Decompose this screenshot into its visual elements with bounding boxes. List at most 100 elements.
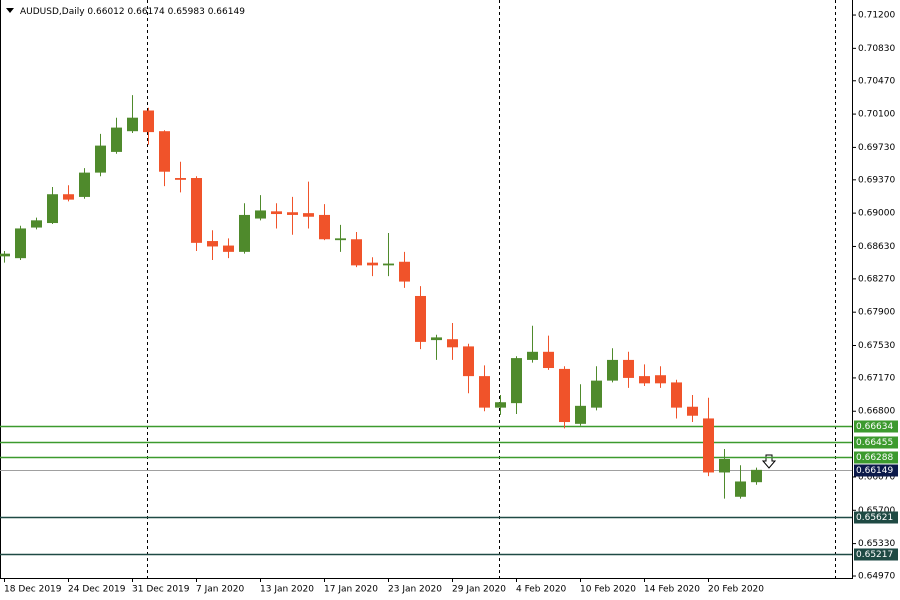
candle-body: [383, 263, 394, 266]
candle-body: [575, 405, 586, 424]
candle-body: [271, 211, 282, 215]
level-label: 0.66634: [856, 422, 893, 432]
price-label: 0.66149: [856, 466, 893, 476]
y-tick-label: 0.66070: [858, 472, 895, 482]
candle-body: [719, 458, 730, 473]
candle-body: [191, 178, 202, 243]
y-tick-label: 0.70100: [858, 110, 895, 120]
candle-body: [95, 145, 106, 173]
y-tick-label: 0.69370: [858, 175, 895, 185]
x-tick-label: 4 Feb 2020: [516, 585, 567, 595]
level-label: 0.66455: [856, 438, 893, 448]
candle-body: [639, 376, 650, 384]
level-label-box: [854, 436, 898, 449]
candle-body: [15, 228, 26, 259]
y-tick-label: 0.67900: [858, 308, 895, 318]
candle-body: [655, 375, 666, 384]
candle-body: [351, 239, 362, 266]
candle-body: [687, 406, 698, 416]
candle-body: [671, 382, 682, 408]
candle-body: [255, 210, 266, 219]
candle-body: [623, 359, 634, 378]
level-label-box: [854, 548, 898, 561]
y-tick-label: 0.68630: [858, 242, 895, 252]
x-tick-label: 20 Feb 2020: [708, 585, 764, 595]
header-close: 0.66149: [208, 7, 245, 17]
level-label: 0.65217: [856, 550, 893, 560]
y-tick-label: 0.71200: [858, 11, 895, 21]
y-tick-label: 0.70830: [858, 44, 895, 54]
candle-body: [735, 481, 746, 497]
candle-body: [0, 253, 10, 257]
candle-body: [495, 402, 506, 408]
y-tick-label: 0.66800: [858, 407, 895, 417]
candle-body: [175, 178, 186, 180]
candle-body: [239, 214, 250, 252]
candle-body: [447, 339, 458, 348]
y-tick-label: 0.67170: [858, 373, 895, 383]
header-arrow: [6, 8, 14, 13]
x-tick-label: 18 Dec 2019: [4, 585, 62, 595]
x-tick-label: 23 Jan 2020: [388, 585, 442, 595]
y-tick-label: 0.68270: [858, 274, 895, 284]
candle-body: [415, 295, 426, 342]
plot-frame: [0, 0, 853, 579]
price-label-box: [854, 464, 898, 477]
candle-body: [527, 351, 538, 360]
candle-body: [703, 418, 714, 473]
y-tick-label: 0.65700: [858, 506, 895, 516]
level-label-box: [854, 420, 898, 433]
candle-body: [63, 194, 74, 200]
x-tick-label: 17 Jan 2020: [324, 585, 378, 595]
level-label-box: [854, 451, 898, 464]
candle-body: [303, 213, 314, 217]
candle-body: [399, 261, 410, 282]
candle-body: [79, 172, 90, 197]
candle-body: [319, 214, 330, 240]
x-tick-label: 10 Feb 2020: [580, 585, 636, 595]
candle-body: [111, 127, 122, 152]
header-high: 0.66174: [128, 7, 165, 17]
candle-body: [159, 131, 170, 172]
x-tick-label: 13 Jan 2020: [260, 585, 314, 595]
candle-body: [591, 380, 602, 408]
candle-body: [143, 110, 154, 133]
candle-body: [511, 358, 522, 404]
candle-body: [607, 359, 618, 381]
x-tick-label: 29 Jan 2020: [452, 585, 506, 595]
candle-body: [47, 194, 58, 224]
y-tick-label: 0.65330: [858, 539, 895, 549]
candle-body: [287, 212, 298, 215]
header-low: 0.65983: [168, 7, 205, 17]
y-tick-label: 0.69000: [858, 209, 895, 219]
x-tick-label: 7 Jan 2020: [196, 585, 244, 595]
candle-body: [751, 469, 762, 483]
symbol-title: AUDUSD,Daily: [20, 7, 85, 17]
candle-body: [559, 368, 570, 423]
candle-body: [207, 241, 218, 247]
candle-body: [31, 220, 42, 228]
chart-header: AUDUSD,Daily 0.66012 0.66174 0.65983 0.6…: [20, 7, 245, 17]
candle-body: [127, 117, 138, 132]
candle-body: [463, 346, 474, 377]
candle-body: [479, 376, 490, 408]
x-tick-label: 31 Dec 2019: [132, 585, 190, 595]
x-tick-label: 14 Feb 2020: [644, 585, 700, 595]
level-label: 0.65621: [856, 513, 893, 523]
candle-body: [367, 262, 378, 266]
level-label: 0.66288: [856, 453, 893, 463]
y-tick-label: 0.64970: [858, 572, 895, 582]
y-tick-label: 0.69730: [858, 143, 895, 153]
y-tick-label: 0.67530: [858, 341, 895, 351]
candle-body: [543, 351, 554, 369]
x-tick-label: 24 Dec 2019: [68, 585, 126, 595]
level-label-box: [854, 511, 898, 524]
period-separators: [147, 0, 836, 578]
candle-body: [223, 245, 234, 252]
header-open: 0.66012: [87, 7, 124, 17]
candle-body: [431, 337, 442, 341]
candle-body: [335, 238, 346, 241]
y-tick-label: 0.70470: [858, 76, 895, 86]
